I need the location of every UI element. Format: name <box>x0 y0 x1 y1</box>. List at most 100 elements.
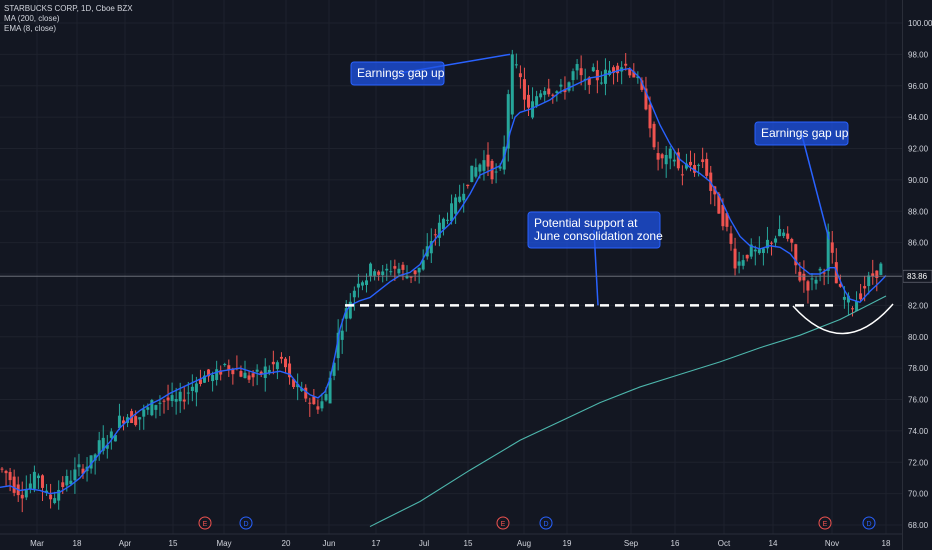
candle-up <box>93 453 97 475</box>
y-tick-label: 70.00 <box>908 490 929 499</box>
candle-body <box>36 475 40 479</box>
candle-body <box>360 282 364 286</box>
candle-down <box>401 261 405 281</box>
candle-body <box>624 63 628 66</box>
last-price-tag <box>902 269 932 283</box>
candle-body <box>288 363 292 378</box>
x-tick-label: 20 <box>282 539 291 548</box>
candle-up <box>636 71 640 84</box>
candle-down <box>198 369 202 387</box>
candle-up <box>352 286 356 311</box>
candle-up <box>263 358 267 392</box>
candle-down <box>830 230 834 264</box>
candle-body <box>814 279 818 284</box>
event-marker-label: E <box>203 521 208 528</box>
candle-body <box>259 371 263 375</box>
candle-body <box>57 489 61 501</box>
event-marker-circle <box>239 516 253 530</box>
candle-down <box>786 226 790 242</box>
candle-body <box>693 165 697 173</box>
candle-body <box>32 471 36 489</box>
candle-down <box>49 483 53 509</box>
dividend-marker: D <box>862 516 876 530</box>
candle-down <box>705 152 709 179</box>
candle-body <box>328 377 332 404</box>
candle-body <box>518 73 522 78</box>
y-tick-label: 98.00 <box>908 50 929 59</box>
candle-down <box>834 248 838 284</box>
candle-up <box>405 265 409 280</box>
x-tick-label: Sep <box>624 539 639 548</box>
candle-body <box>239 371 243 377</box>
event-marker-circle <box>539 516 553 530</box>
candle-body <box>591 67 595 72</box>
candle-down <box>409 276 413 284</box>
candle-body <box>644 88 648 110</box>
candle-up <box>879 262 883 276</box>
candle-down <box>304 384 308 402</box>
candle-body <box>458 196 462 202</box>
candle-down <box>247 370 251 383</box>
event-marker-circle <box>496 516 510 530</box>
y-tick-label: 78.00 <box>908 364 929 373</box>
candle-body <box>373 271 377 276</box>
candle-up <box>761 247 765 266</box>
candle-body <box>69 480 73 485</box>
candle-up <box>470 165 474 183</box>
candle-down <box>563 76 567 100</box>
candle-up <box>320 393 324 412</box>
candle-body <box>122 420 125 424</box>
candle-body <box>437 222 441 238</box>
candle-down <box>486 142 490 176</box>
candle-up <box>697 163 701 177</box>
candle-up <box>450 194 454 225</box>
ema-indicator-label: EMA (8, close) <box>4 24 57 33</box>
candle-body <box>8 471 12 481</box>
callout-text: Potential support at <box>534 216 638 230</box>
candle-body <box>247 375 251 380</box>
candle-down <box>790 237 794 252</box>
callout-box <box>527 211 661 249</box>
candle-body <box>243 372 247 379</box>
candle-up <box>300 381 304 393</box>
candle-body <box>842 296 846 300</box>
y-tick-label: 96.00 <box>908 82 929 91</box>
candle-down <box>239 365 243 378</box>
x-tick-label: 18 <box>73 539 82 548</box>
candle-body <box>433 234 437 236</box>
candle-up <box>782 229 786 239</box>
candle-body <box>757 249 761 254</box>
candle-down <box>632 63 636 78</box>
dividend-marker: D <box>239 516 253 530</box>
candle-body <box>300 388 304 391</box>
event-marker-label: D <box>543 521 548 528</box>
candle-up <box>454 194 458 224</box>
candle-up <box>36 473 40 489</box>
candle-up <box>340 318 344 354</box>
candle-up <box>154 404 158 419</box>
candle-body <box>705 158 709 176</box>
candle-body <box>506 94 510 149</box>
candle-up <box>336 319 340 371</box>
candle-up <box>774 235 778 248</box>
candle-up <box>535 90 539 108</box>
candle-up <box>69 470 73 486</box>
event-marker-label: E <box>823 521 828 528</box>
candle-body <box>765 239 769 249</box>
x-tick-label: 15 <box>464 539 473 548</box>
candle-up <box>296 373 300 401</box>
candle-body <box>539 93 543 98</box>
candle-body <box>77 464 81 468</box>
candle-body <box>109 431 113 438</box>
candle-body <box>28 483 32 490</box>
candle-body <box>158 402 162 404</box>
candle-up <box>494 163 498 184</box>
earnings-marker: E <box>496 516 510 530</box>
candle-body <box>178 391 182 402</box>
candle-body <box>551 94 555 96</box>
candle-down <box>219 365 223 381</box>
candle-up <box>45 484 49 496</box>
candle-up <box>186 381 190 405</box>
candle-body <box>267 369 271 373</box>
